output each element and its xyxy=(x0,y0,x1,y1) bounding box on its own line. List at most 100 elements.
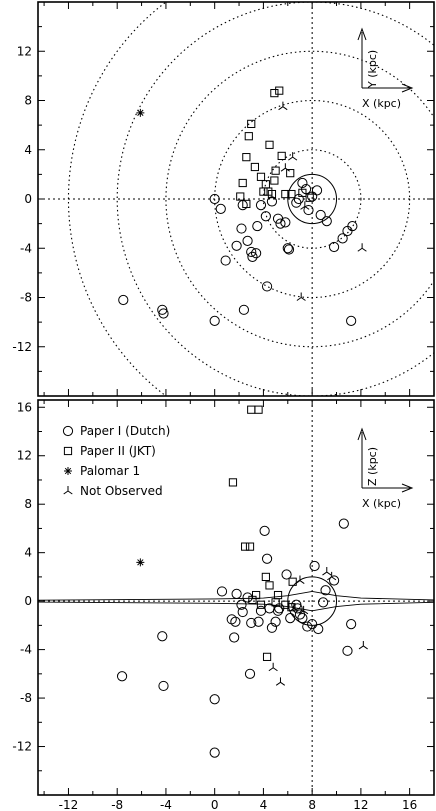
point-square xyxy=(261,572,270,582)
inset-x2-label: X (kpc) xyxy=(362,497,401,510)
bottom-data-points xyxy=(116,405,368,758)
disk-outline xyxy=(38,590,434,612)
point-square xyxy=(238,178,247,188)
xtick-label: 8 xyxy=(308,798,316,811)
point-square xyxy=(236,192,245,201)
point-circle xyxy=(261,281,273,292)
point-circle xyxy=(246,246,257,258)
top-grid-lines xyxy=(38,2,434,396)
point-tri xyxy=(275,677,286,686)
point-circle xyxy=(313,623,324,635)
point-circle xyxy=(216,586,228,597)
point-circle xyxy=(342,225,353,237)
point-tri xyxy=(278,101,288,111)
point-circle xyxy=(246,617,257,629)
point-square xyxy=(275,86,284,95)
legend: Paper I (Dutch) Paper II (JKT) Palomar 1 No… xyxy=(62,424,170,498)
point-circle xyxy=(118,294,129,306)
point-circle xyxy=(292,603,303,614)
point-circle xyxy=(285,612,296,624)
point-circle xyxy=(337,233,348,244)
top-ytick-label: -4 xyxy=(20,241,32,255)
point-circle xyxy=(247,251,258,262)
point-square xyxy=(277,151,286,161)
point-circle xyxy=(252,220,263,232)
point-tri xyxy=(268,662,278,672)
top-ytick-label: -8 xyxy=(20,291,32,305)
point-square xyxy=(265,140,274,149)
point-square xyxy=(247,405,256,414)
point-square xyxy=(242,153,251,162)
legend-marker-square xyxy=(63,446,73,456)
point-circle xyxy=(259,525,270,536)
top-ytick-label: 12 xyxy=(17,44,32,58)
bottom-ytick-label: -4 xyxy=(20,643,32,657)
point-asterisk xyxy=(136,108,145,117)
inset-x2-arrow-head xyxy=(401,483,414,493)
xtick-label: -8 xyxy=(111,798,123,811)
ring xyxy=(67,2,167,396)
point-square xyxy=(254,405,263,414)
point-circle xyxy=(303,204,314,216)
point-circle xyxy=(266,622,278,633)
point-circle xyxy=(209,747,220,758)
point-circle xyxy=(231,240,242,251)
point-square xyxy=(241,542,250,551)
point-circle xyxy=(291,197,302,208)
bottom-y-tick-labels: 16 12 8 4 0 -4 -8 -12 xyxy=(12,400,32,753)
point-circle xyxy=(236,599,247,610)
point-circle xyxy=(275,218,286,229)
point-circle xyxy=(220,255,231,266)
legend-entry: Paper II (JKT) xyxy=(80,444,156,458)
galactocentric-rings xyxy=(67,2,434,396)
point-square xyxy=(252,590,261,600)
point-square xyxy=(287,189,296,199)
point-square xyxy=(298,188,307,197)
point-circle xyxy=(209,193,220,205)
inset-x-arrow-head xyxy=(401,83,414,93)
bottom-inset-axes: Z (kpc) X (kpc) xyxy=(357,427,414,510)
point-tri xyxy=(267,191,277,200)
point-circle xyxy=(244,668,256,679)
point-asterisk xyxy=(136,558,145,567)
point-square xyxy=(242,199,251,209)
point-circle xyxy=(315,209,326,221)
point-tri xyxy=(300,201,310,210)
point-circle xyxy=(328,241,340,253)
top-ytick-label: -12 xyxy=(12,340,32,354)
point-square xyxy=(256,600,266,609)
point-circle xyxy=(261,553,273,564)
inset-y-arrow-head xyxy=(357,27,367,41)
point-circle xyxy=(321,216,332,227)
point-circle xyxy=(157,631,168,642)
point-square xyxy=(244,132,253,141)
point-circle xyxy=(158,680,169,692)
point-circle xyxy=(294,609,306,620)
xtick-label: 16 xyxy=(402,798,417,811)
bottom-ytick-label: 12 xyxy=(17,449,32,463)
point-circle xyxy=(226,614,237,625)
top-ytick-label: 4 xyxy=(24,143,32,157)
bottom-grid-lines xyxy=(38,400,434,795)
point-tri xyxy=(358,640,368,650)
point-square xyxy=(256,172,266,181)
top-y-tick-labels: 12 8 4 0 -4 -8 -12 xyxy=(12,44,32,354)
point-circle xyxy=(116,671,128,682)
bottom-panel: 16 12 8 4 0 -4 -8 -12 -12 -8 -4 0 4 8 12 16 Z (kpc) X … xyxy=(12,399,435,811)
xtick-label: 0 xyxy=(211,798,219,811)
point-circle xyxy=(311,185,323,196)
top-inset-axes: Y (kpc) X (kpc) xyxy=(357,27,414,110)
point-circle xyxy=(328,575,340,586)
point-tri xyxy=(322,567,332,576)
ring xyxy=(165,50,434,348)
point-circle xyxy=(346,619,357,630)
top-panel: 12 8 4 0 -4 -8 -12 Y (kpc) X (kpc) xyxy=(12,1,435,397)
point-square xyxy=(281,600,290,609)
point-tri xyxy=(357,243,367,252)
point-square xyxy=(245,542,255,551)
legend-entry: Palomar 1 xyxy=(80,464,140,478)
point-square xyxy=(228,478,238,487)
point-circle xyxy=(242,235,253,246)
point-circle xyxy=(302,621,313,632)
